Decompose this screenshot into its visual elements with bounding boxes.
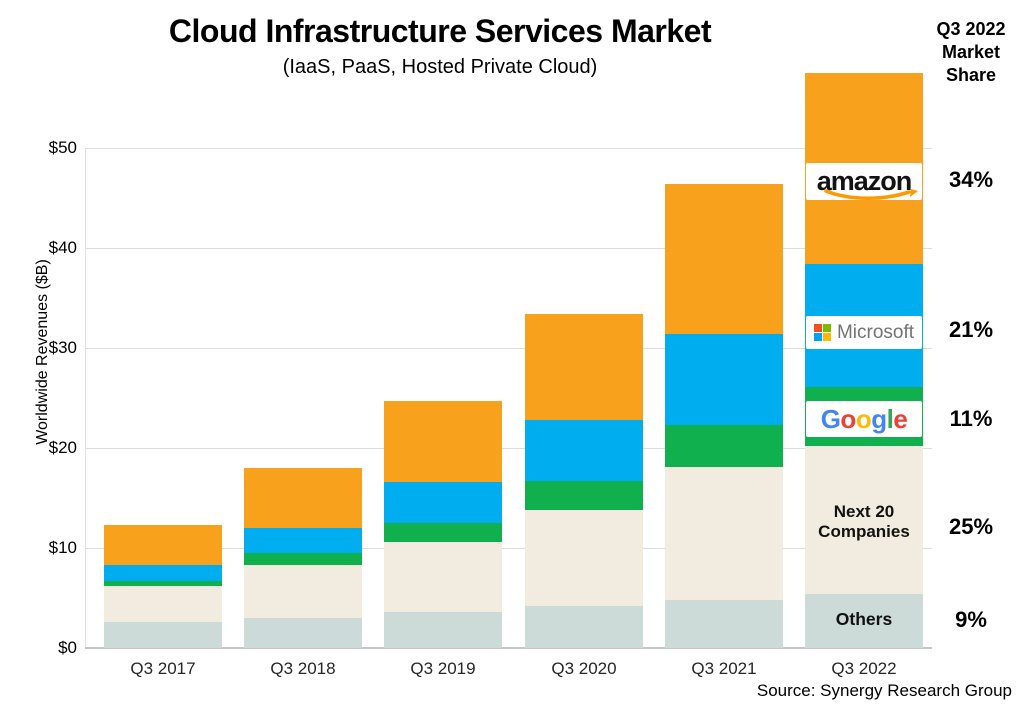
x-axis-label-q3-2022: Q3 2022 xyxy=(831,659,897,678)
x-axis-label-q3-2018: Q3 2018 xyxy=(270,659,336,678)
bar-segment-next-20-companies-q3-2020 xyxy=(525,510,643,606)
amazon-logo: amazon xyxy=(806,163,922,201)
bar-q3-2021 xyxy=(665,184,783,648)
bar-segment-next-20-companies-q3-2017 xyxy=(104,586,222,622)
x-axis-label-q3-2020: Q3 2020 xyxy=(551,659,617,678)
bar-q3-2022 xyxy=(805,73,923,648)
y-tick-label-20: $20 xyxy=(48,438,77,457)
bar-q3-2020 xyxy=(525,314,643,648)
market-share-value-microsoft: 21% xyxy=(948,317,994,342)
bar-segment-next-20-companies-q3-2019 xyxy=(384,542,502,612)
bar-segment-microsoft-q3-2020 xyxy=(525,420,643,481)
y-tick-label-40: $40 xyxy=(48,238,77,257)
y-tick-label-0: $0 xyxy=(58,638,77,657)
gridline-50 xyxy=(85,148,932,149)
bar-segment-others-q3-2018 xyxy=(244,618,362,648)
bar-segment-others-q3-2021 xyxy=(665,600,783,648)
bar-segment-next-20-companies-q3-2021 xyxy=(665,467,783,600)
google-logo: Google xyxy=(806,401,922,437)
microsoft-logo-text: Microsoft xyxy=(836,321,915,343)
y-tick-label-30: $30 xyxy=(48,338,77,357)
next20-companies-label: Next 20 Companies xyxy=(818,502,910,541)
market-share-header-line1: Q3 2022 xyxy=(936,19,1006,39)
y-tick-label-50: $50 xyxy=(48,138,77,157)
y-axis-line xyxy=(85,148,86,648)
y-tick-label-10: $10 xyxy=(48,538,77,557)
bar-q3-2019 xyxy=(384,401,502,648)
amazon-logo-text: amazon xyxy=(816,166,913,196)
gridline-10 xyxy=(85,548,932,549)
bar-segment-microsoft-q3-2018 xyxy=(244,528,362,553)
microsoft-squares-icon xyxy=(813,324,831,341)
market-share-header-line2: Market xyxy=(941,42,1001,62)
bar-segment-others-q3-2020 xyxy=(525,606,643,648)
x-axis-label-q3-2019: Q3 2019 xyxy=(410,659,476,678)
bar-segment-microsoft-q3-2017 xyxy=(104,565,222,581)
bar-q3-2017 xyxy=(104,525,222,648)
bar-segment-amazon-q3-2017 xyxy=(104,525,222,565)
bar-segment-others-q3-2019 xyxy=(384,612,502,648)
x-axis-label-q3-2017: Q3 2017 xyxy=(130,659,196,678)
bar-segment-next-20-companies-q3-2022 xyxy=(805,446,923,594)
bar-segment-google-q3-2019 xyxy=(384,523,502,542)
bar-q3-2018 xyxy=(244,468,362,648)
bar-segment-others-q3-2017 xyxy=(104,622,222,648)
bar-segment-others-q3-2022 xyxy=(805,594,923,648)
market-share-value-others: 9% xyxy=(955,607,987,632)
bar-segment-google-q3-2021 xyxy=(665,425,783,467)
bar-segment-microsoft-q3-2019 xyxy=(384,482,502,523)
bar-segment-amazon-q3-2018 xyxy=(244,468,362,528)
x-axis-label-q3-2021: Q3 2021 xyxy=(691,659,757,678)
gridline-30 xyxy=(85,348,932,349)
bar-segment-amazon-q3-2019 xyxy=(384,401,502,482)
chart-subtitle: (IaaS, PaaS, Hosted Private Cloud) xyxy=(282,56,598,78)
google-logo-text: Google xyxy=(820,403,908,434)
amazon-smile-icon xyxy=(823,189,918,201)
gridline-20 xyxy=(85,448,932,449)
bar-segment-amazon-q3-2021 xyxy=(665,184,783,334)
bar-segment-google-q3-2018 xyxy=(244,553,362,565)
source-attribution: Source: Synergy Research Group xyxy=(756,681,1012,700)
bar-segment-amazon-q3-2020 xyxy=(525,314,643,420)
bar-segment-google-q3-2017 xyxy=(104,581,222,586)
market-share-header-line3: Share xyxy=(945,65,997,85)
gridline-40 xyxy=(85,248,932,249)
market-share-value-next-20-companies: 25% xyxy=(948,514,994,539)
market-share-value-google: 11% xyxy=(949,406,993,431)
market-share-value-amazon: 34% xyxy=(948,167,994,192)
chart-title: Cloud Infrastructure Services Market xyxy=(168,13,712,49)
microsoft-logo: Microsoft xyxy=(806,316,922,349)
x-axis-line xyxy=(85,647,932,649)
bar-segment-google-q3-2020 xyxy=(525,481,643,510)
bar-segment-microsoft-q3-2021 xyxy=(665,334,783,425)
bar-segment-next-20-companies-q3-2018 xyxy=(244,565,362,618)
market-share-header: Q3 2022 Market Share xyxy=(924,18,1018,87)
others-label: Others xyxy=(835,609,893,629)
